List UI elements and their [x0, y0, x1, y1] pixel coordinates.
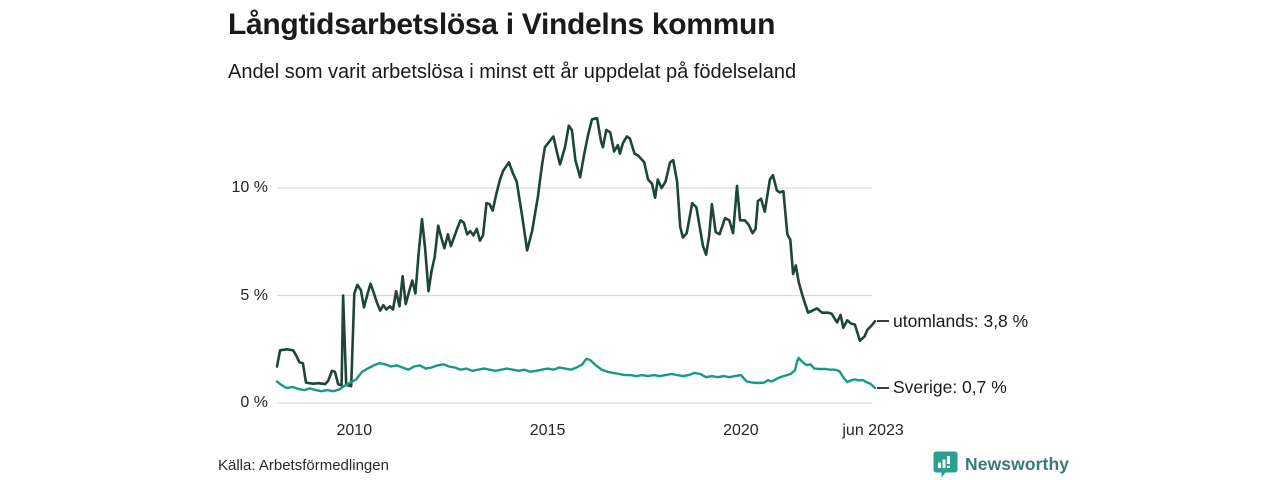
series-line-sverige [275, 356, 877, 393]
source-note: Källa: Arbetsförmedlingen [218, 457, 389, 474]
series-line-utomlands [275, 116, 877, 388]
newsworthy-wordmark: Newsworthy [965, 454, 1070, 474]
y-axis-tick-label: 10 % [231, 179, 268, 197]
series-end-label-text: Sverige: 0,7 % [893, 377, 1007, 398]
newsworthy-logo: Newsworthy [933, 451, 1069, 478]
label-connector-dash [877, 386, 889, 389]
label-connector-dash [877, 320, 889, 323]
series-end-label-text: utomlands: 3,8 % [893, 310, 1029, 331]
x-axis-tick-label: 2015 [529, 422, 566, 439]
y-axis-tick-label: 5 % [240, 286, 268, 304]
page-title: Långtidsarbetslösa i Vindelns kommun [228, 8, 776, 41]
x-axis-tick-label: 2020 [723, 422, 759, 439]
series-end-label-sverige: Sverige: 0,7 % [877, 377, 1007, 399]
x-axis-tick-label: jun 2023 [842, 422, 904, 439]
newsworthy-bubble-chart-icon [933, 451, 958, 478]
y-axis-tick-label: 0 % [240, 394, 268, 411]
x-axis-tick-label: 2010 [336, 422, 373, 439]
series-end-label-utomlands: utomlands: 3,8 % [877, 310, 1028, 332]
page-subtitle: Andel som varit arbetslösa i minst ett å… [228, 61, 797, 83]
